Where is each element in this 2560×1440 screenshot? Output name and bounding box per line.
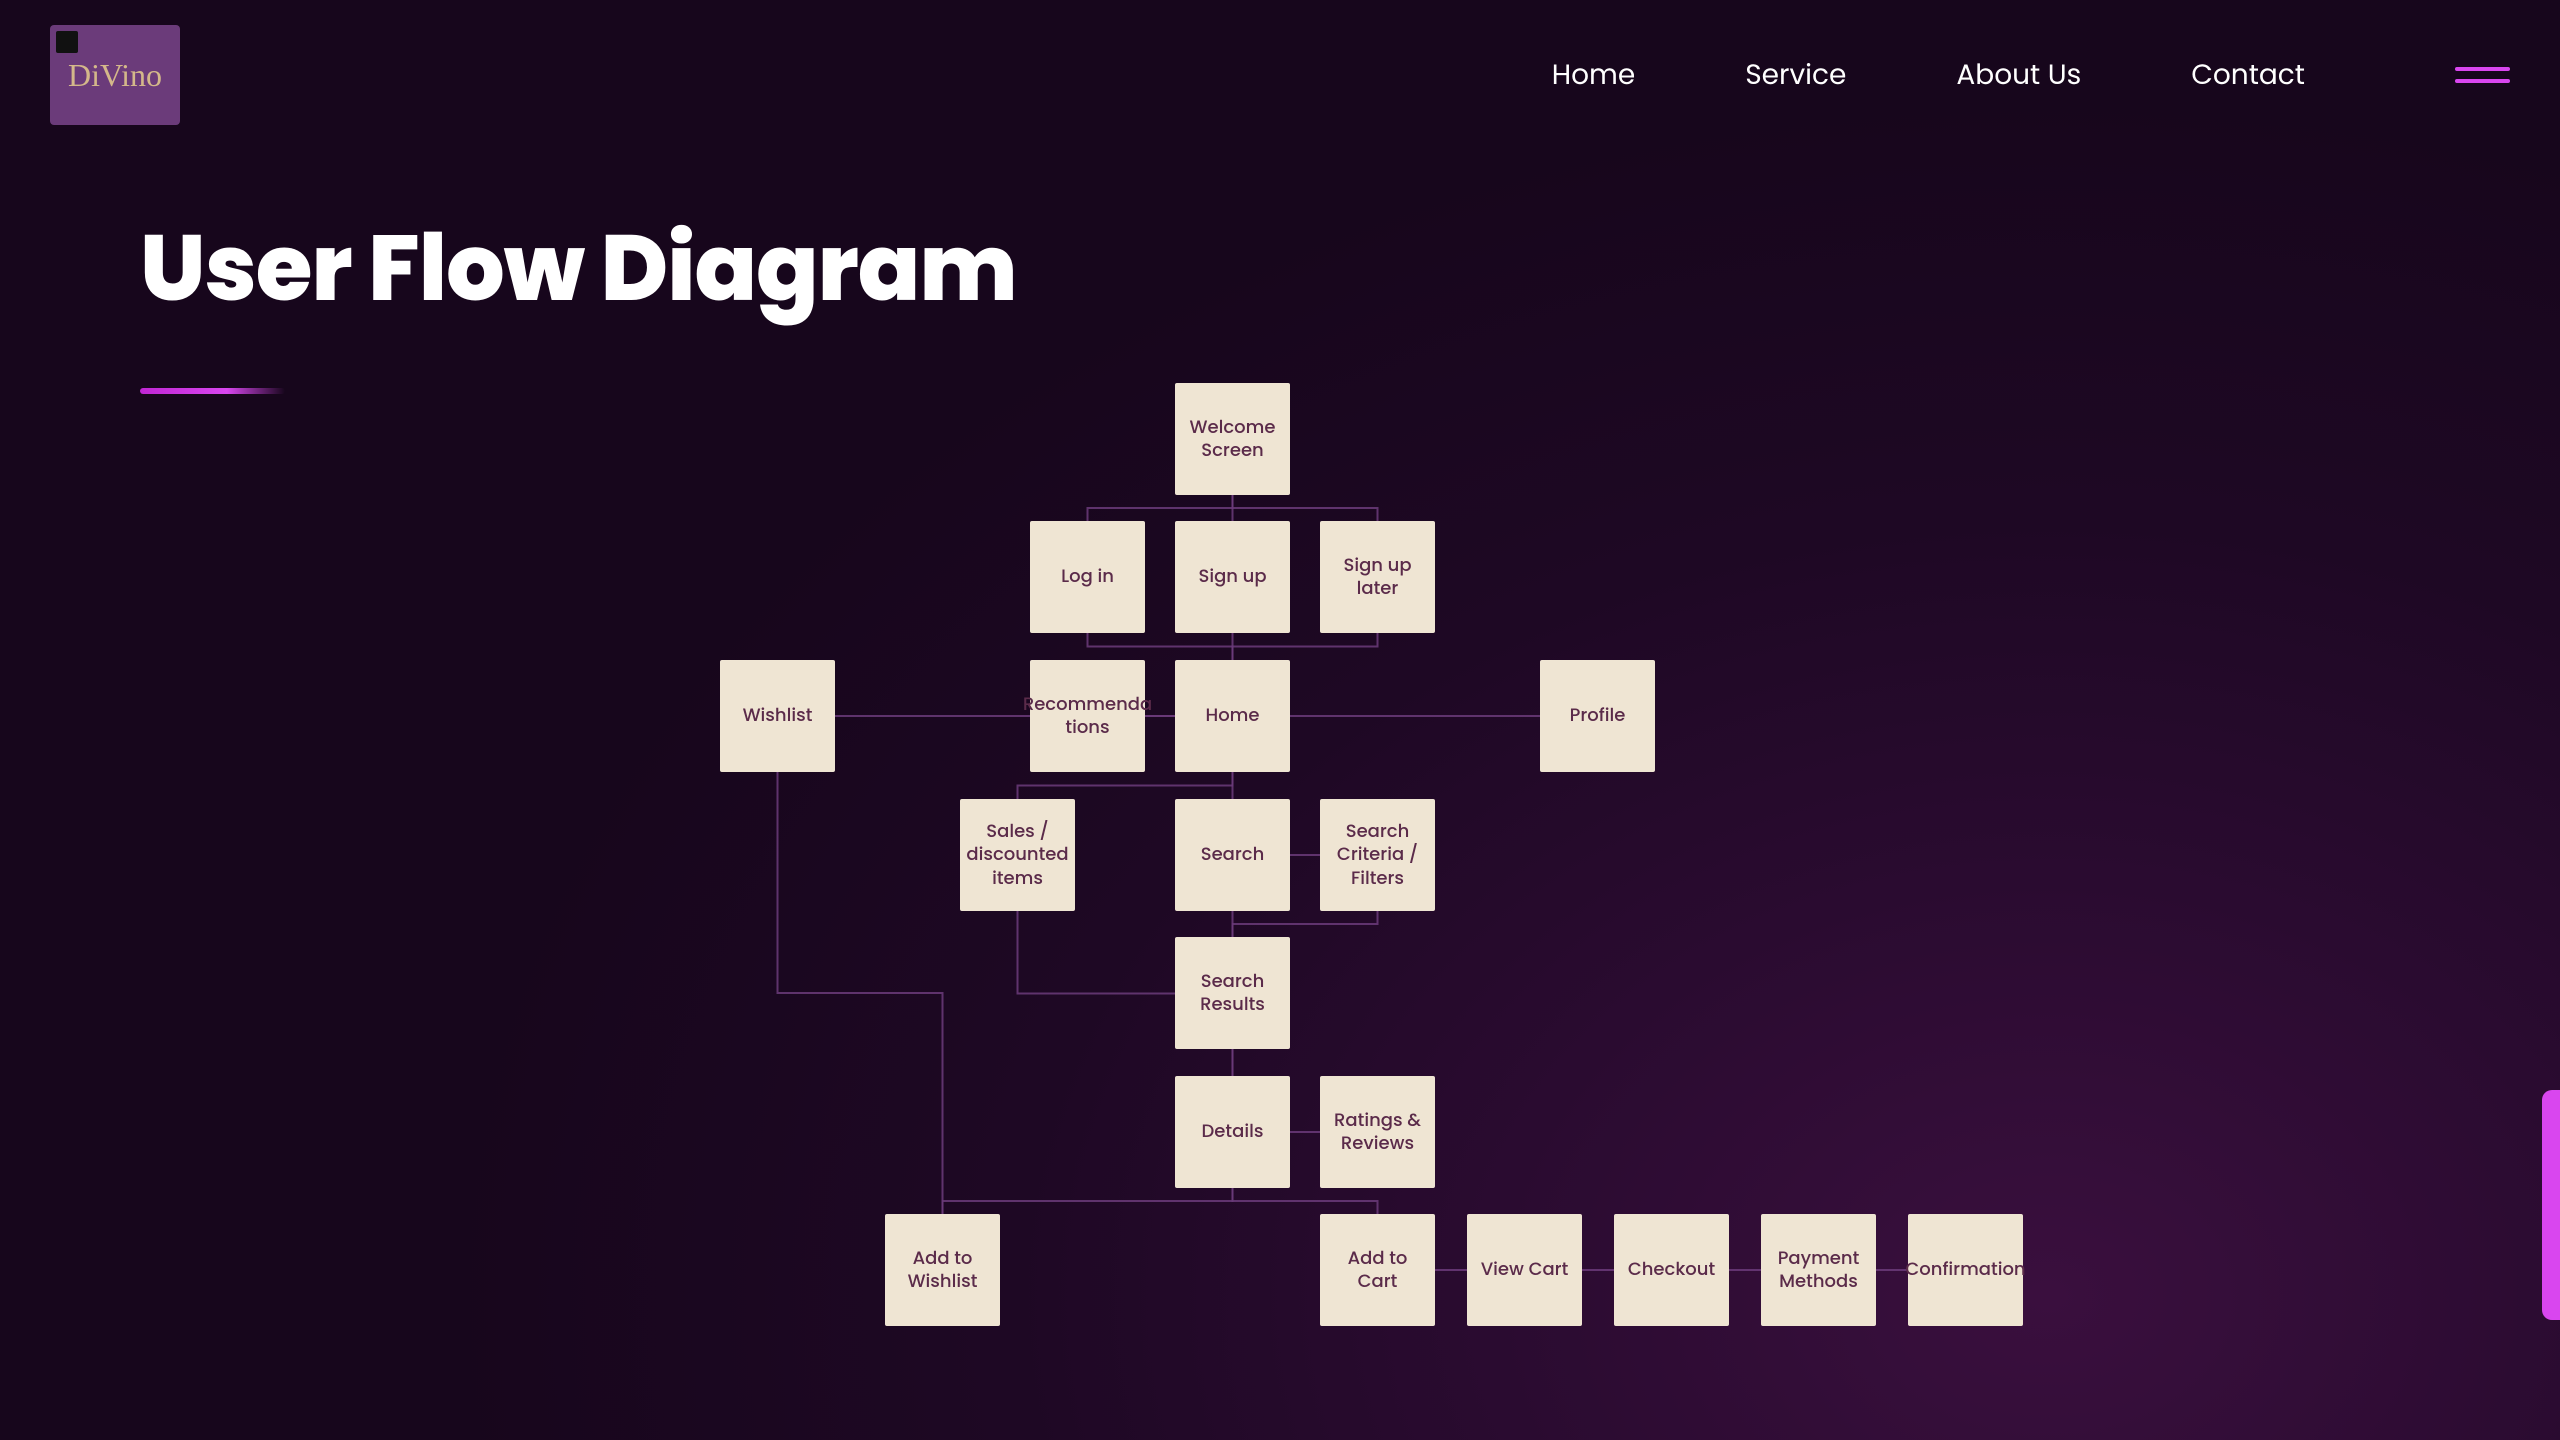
node-payment: Payment Methods bbox=[1761, 1214, 1876, 1326]
side-tab[interactable] bbox=[2542, 1090, 2560, 1320]
node-ratings: Ratings & Reviews bbox=[1320, 1076, 1435, 1188]
node-recs: Recommenda tions bbox=[1030, 660, 1145, 772]
node-wishlist: Wishlist bbox=[720, 660, 835, 772]
node-addwish: Add to Wishlist bbox=[885, 1214, 1000, 1326]
node-welcome: Welcome Screen bbox=[1175, 383, 1290, 495]
node-signup: Sign up bbox=[1175, 521, 1290, 633]
node-confirm: Confirmation bbox=[1908, 1214, 2023, 1326]
node-search: Search bbox=[1175, 799, 1290, 911]
node-home: Home bbox=[1175, 660, 1290, 772]
node-addcart: Add to Cart bbox=[1320, 1214, 1435, 1326]
flow-diagram: Welcome Screen Log in Sign up Sign up later… bbox=[0, 0, 2560, 1440]
node-later: Sign up later bbox=[1320, 521, 1435, 633]
node-filters: Search Criteria / Filters bbox=[1320, 799, 1435, 911]
node-profile: Profile bbox=[1540, 660, 1655, 772]
node-results: Search Results bbox=[1175, 937, 1290, 1049]
node-sales: Sales / discounted items bbox=[960, 799, 1075, 911]
node-viewcart: View Cart bbox=[1467, 1214, 1582, 1326]
node-checkout: Checkout bbox=[1614, 1214, 1729, 1326]
node-login: Log in bbox=[1030, 521, 1145, 633]
node-details: Details bbox=[1175, 1076, 1290, 1188]
